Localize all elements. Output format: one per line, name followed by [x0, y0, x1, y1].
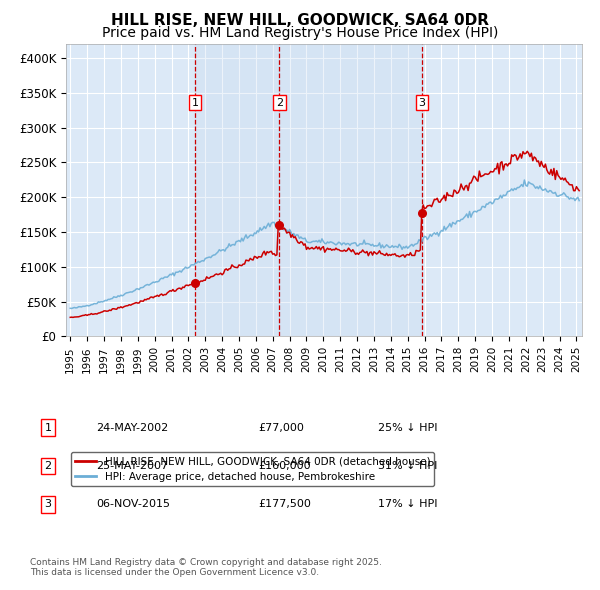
Text: 2: 2 — [276, 98, 283, 107]
Legend: HILL RISE, NEW HILL, GOODWICK, SA64 0DR (detached house), HPI: Average price, de: HILL RISE, NEW HILL, GOODWICK, SA64 0DR … — [71, 453, 434, 486]
Text: 3: 3 — [418, 98, 425, 107]
Text: 25% ↓ HPI: 25% ↓ HPI — [378, 423, 437, 432]
Text: 1: 1 — [191, 98, 199, 107]
Bar — [280, 44, 422, 336]
Text: £177,500: £177,500 — [258, 500, 311, 509]
Text: £77,000: £77,000 — [258, 423, 304, 432]
Bar — [195, 44, 280, 336]
Text: £160,000: £160,000 — [258, 461, 311, 471]
Text: HILL RISE, NEW HILL, GOODWICK, SA64 0DR: HILL RISE, NEW HILL, GOODWICK, SA64 0DR — [111, 13, 489, 28]
Text: 24-MAY-2002: 24-MAY-2002 — [96, 423, 168, 432]
Text: Price paid vs. HM Land Registry's House Price Index (HPI): Price paid vs. HM Land Registry's House … — [102, 26, 498, 40]
Text: 17% ↓ HPI: 17% ↓ HPI — [378, 500, 437, 509]
Text: 3: 3 — [44, 500, 52, 509]
Text: Contains HM Land Registry data © Crown copyright and database right 2025.
This d: Contains HM Land Registry data © Crown c… — [30, 558, 382, 577]
Text: 2: 2 — [44, 461, 52, 471]
Text: 25-MAY-2007: 25-MAY-2007 — [96, 461, 168, 471]
Text: 06-NOV-2015: 06-NOV-2015 — [96, 500, 170, 509]
Text: 1: 1 — [44, 423, 52, 432]
Text: 31% ↓ HPI: 31% ↓ HPI — [378, 461, 437, 471]
